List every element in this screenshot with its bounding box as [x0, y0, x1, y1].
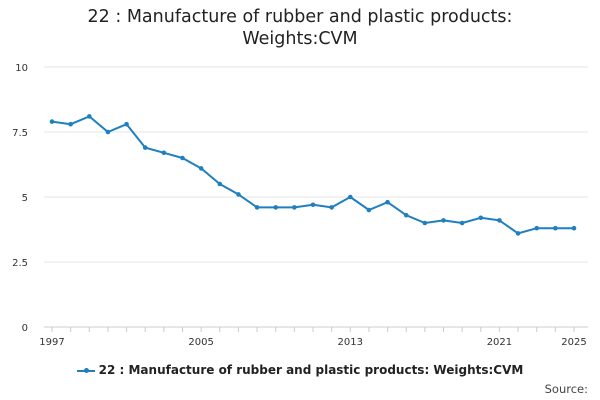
source-note: Source: [544, 382, 588, 396]
data-point [478, 215, 484, 221]
series-layer [51, 115, 575, 235]
x-tick-label: 2021 [487, 337, 512, 348]
data-point [68, 121, 73, 127]
data-point [329, 205, 334, 210]
data-point [198, 166, 204, 171]
data-point [124, 121, 129, 127]
data-point [49, 119, 55, 124]
data-point [273, 205, 279, 210]
legend-line-marker-icon [76, 367, 95, 373]
data-point [515, 231, 521, 236]
data-point [292, 205, 297, 210]
series-line [51, 115, 575, 235]
data-point [254, 205, 260, 210]
data-points [49, 114, 577, 236]
data-point [347, 194, 353, 200]
data-point [236, 192, 241, 197]
data-point [497, 218, 502, 223]
data-point [105, 129, 111, 135]
y-tick-label: 2.5 [12, 258, 28, 269]
legend-label: 22 : Manufacture of rubber and plastic p… [98, 363, 524, 377]
y-tick-label: 0 [22, 323, 28, 334]
chart-title-line-1: 22 : Manufacture of rubber and plastic p… [87, 7, 513, 27]
data-point [441, 218, 446, 223]
x-tick-label: 1997 [39, 337, 64, 348]
axes: 0 2.5 5 7.5 10 1997 2005 2013 2021 2025 [12, 63, 587, 348]
y-tick-label: 7.5 [12, 128, 28, 139]
data-point [161, 150, 167, 156]
x-tick-label: 2025 [561, 337, 586, 348]
data-point [310, 202, 316, 208]
data-point [571, 225, 577, 231]
data-point [422, 220, 428, 226]
data-point [459, 220, 465, 226]
data-point [142, 145, 148, 150]
chart-title: 22 : Manufacture of rubber and plastic p… [0, 6, 600, 50]
data-point [534, 225, 540, 231]
data-point [366, 207, 372, 213]
data-point [86, 114, 92, 119]
data-point [385, 199, 390, 205]
data-point [180, 155, 185, 161]
gridlines [44, 66, 588, 328]
data-point [403, 212, 409, 218]
x-tick-label: 2005 [188, 337, 213, 348]
y-tick-label: 5 [22, 193, 28, 204]
x-tick-label: 2013 [338, 337, 363, 348]
y-tick-label: 10 [15, 63, 28, 74]
legend[interactable]: 22 : Manufacture of rubber and plastic p… [0, 363, 600, 377]
chart-title-line-2: Weights:CVM [242, 29, 358, 49]
data-point [553, 225, 558, 231]
data-point [217, 181, 223, 187]
